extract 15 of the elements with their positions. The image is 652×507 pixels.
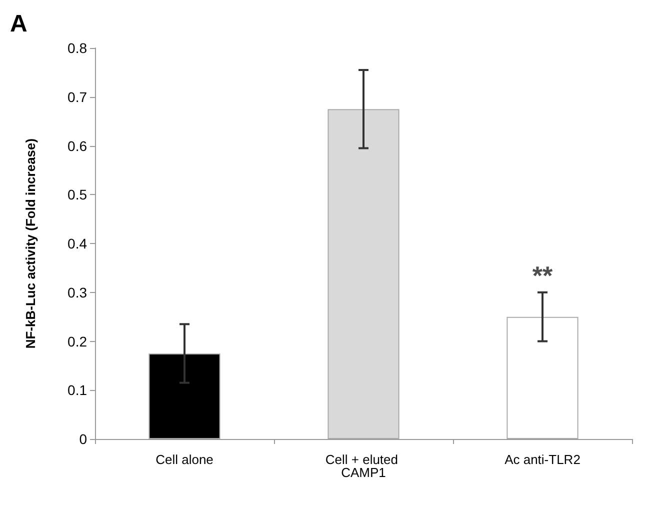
y-tick-label: 0.4 bbox=[68, 236, 88, 252]
x-tick-label: Cell + eluted CAMP1 bbox=[325, 452, 402, 480]
y-tick-label: 0 bbox=[79, 431, 88, 447]
y-tick-label: 0.1 bbox=[68, 382, 88, 398]
y-tick-label: 0.3 bbox=[68, 284, 88, 300]
x-tick-label: Cell alone bbox=[156, 452, 214, 467]
x-tick-label: Ac anti-TLR2 bbox=[504, 452, 580, 467]
y-tick-label: 0.6 bbox=[68, 138, 88, 154]
y-tick-label: 0.7 bbox=[68, 88, 88, 105]
y-axis-title: NF-kB-Luc activity (Fold increase) bbox=[23, 138, 38, 349]
y-tick-label: 0.8 bbox=[68, 40, 88, 56]
text: A bbox=[10, 10, 28, 38]
annotation: ** bbox=[532, 260, 554, 290]
y-tick-label: 0.2 bbox=[68, 333, 88, 350]
y-tick-label: 0.5 bbox=[68, 186, 88, 203]
